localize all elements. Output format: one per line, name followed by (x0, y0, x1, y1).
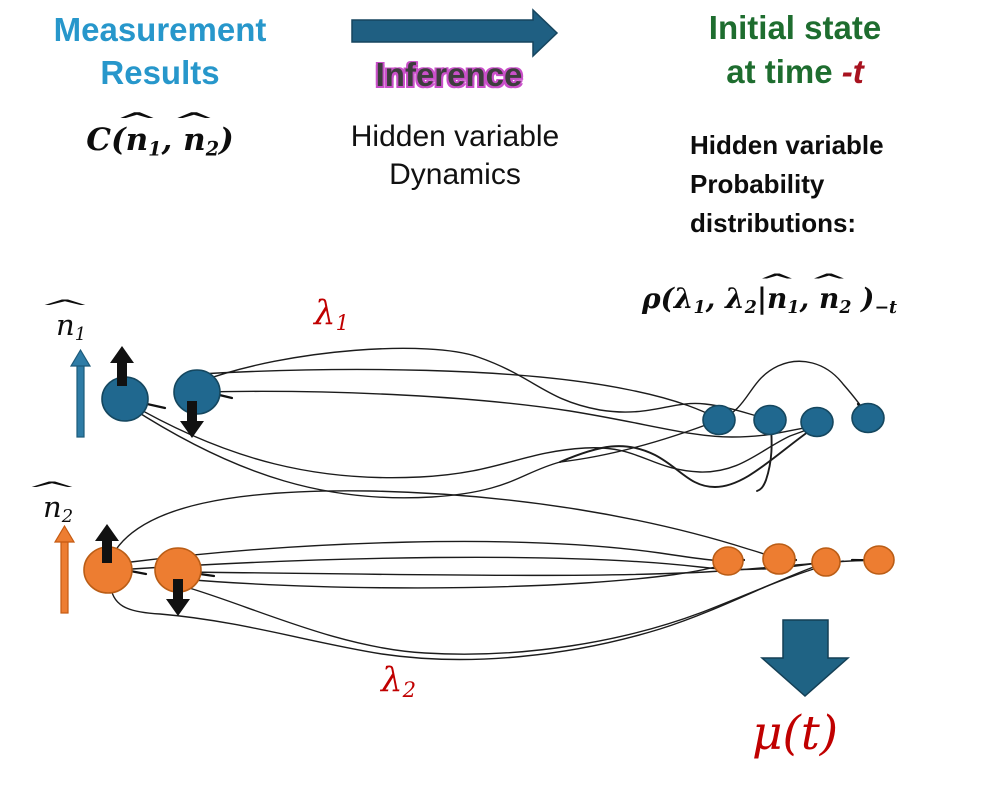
n1-axis-label: ^ n1 (38, 295, 93, 346)
hat-accent: ^ (809, 270, 849, 293)
inference-label: Inference (375, 56, 523, 93)
spin-up-arrow-icon (110, 346, 134, 386)
hat-accent: ^ (757, 270, 797, 293)
n1-axis-arrow-icon (69, 348, 92, 438)
down-arrow-icon (760, 619, 850, 698)
hat-accent: ^ (172, 108, 217, 134)
correlation-formula: C(^ n1, ^ n2) (86, 108, 234, 161)
initial-state-title: Initial state at time -t (708, 9, 882, 90)
lambda1-label: λ1 (314, 293, 349, 335)
lambda1-trajectories (126, 347, 869, 499)
measurement-title-line2: Results (100, 54, 220, 91)
measurement-results-title: Measurement Results (8, 8, 312, 94)
time-minus-t: -t (841, 53, 864, 90)
hat-accent: ^ (38, 295, 93, 320)
hat-accent: ^ (25, 477, 80, 502)
hat-accent: ^ (115, 108, 159, 134)
n2-axis-label: ^ n2 (25, 477, 80, 528)
probability-distributions-label: Hidden variable Probability distribution… (690, 130, 884, 238)
spin-down-arrow-icon (180, 401, 204, 438)
spin-arrows (95, 346, 204, 616)
hidden-variable-dynamics-label: Hidden variable Dynamics (350, 120, 560, 191)
lambda2-label: λ2 (381, 660, 416, 702)
right-arrow-icon (351, 8, 559, 58)
spin-up-arrow-icon (95, 524, 119, 563)
rho-formula: ρ(λ1, λ2| ^ n1, ^ n2 )−t (642, 270, 898, 318)
n2-axis-arrow-icon (53, 524, 76, 614)
lambda2-trajectories (109, 490, 878, 661)
mu-t-label: μ(t) (752, 706, 839, 761)
orange-particles (83, 543, 895, 594)
blue-particles (101, 369, 885, 438)
measurement-title-line1: Measurement (53, 11, 267, 48)
spin-down-arrow-icon (166, 579, 190, 616)
